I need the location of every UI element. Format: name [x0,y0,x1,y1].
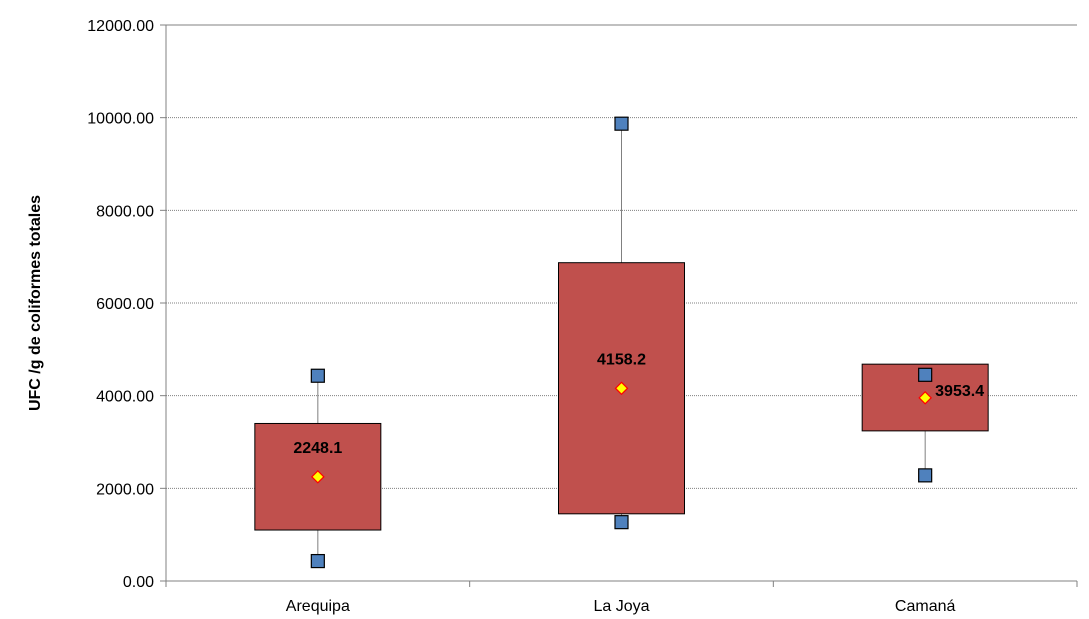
mean-marker [310,469,325,484]
y-tick-label: 8000.00 [96,203,154,220]
y-tick-label: 4000.00 [96,389,154,406]
mean-data-label: 3953.4 [935,383,984,400]
box-group-caman-: 3953.4 [861,363,989,483]
min-marker [310,553,325,569]
y-tick-label: 6000.00 [96,296,154,313]
y-tick-label: 0.00 [123,574,154,591]
mean-marker [918,390,933,405]
mean-marker [614,381,629,396]
y-tick-label: 2000.00 [96,481,154,498]
y-tick-labels: 0.00 2000.00 4000.00 6000.00 8000.00 10000.00… [87,18,166,591]
y-axis-title: UFC /g de coliformes totales [27,195,44,411]
mean-data-label: 2248.1 [293,440,342,457]
y-tick-label: 12000.00 [87,18,154,35]
max-marker [614,116,629,131]
x-tick-label: Camaná [895,598,956,615]
x-tick-label: La Joya [593,598,649,615]
y-tick-label: 10000.00 [87,111,154,128]
min-marker [918,468,933,483]
max-marker [310,368,325,383]
box-group-arequipa: 2248.1 [254,368,382,569]
mean-data-label: 4158.2 [597,351,646,368]
box-group-la-joya: 4158.2 [558,116,685,530]
min-marker [614,515,629,530]
max-marker [918,367,933,382]
boxes: 2248.1 4158.2 3953.4 [254,116,989,569]
x-tick-label: Arequipa [286,598,350,615]
x-tick-labels: Arequipa La Joya Camaná [165,581,1078,615]
